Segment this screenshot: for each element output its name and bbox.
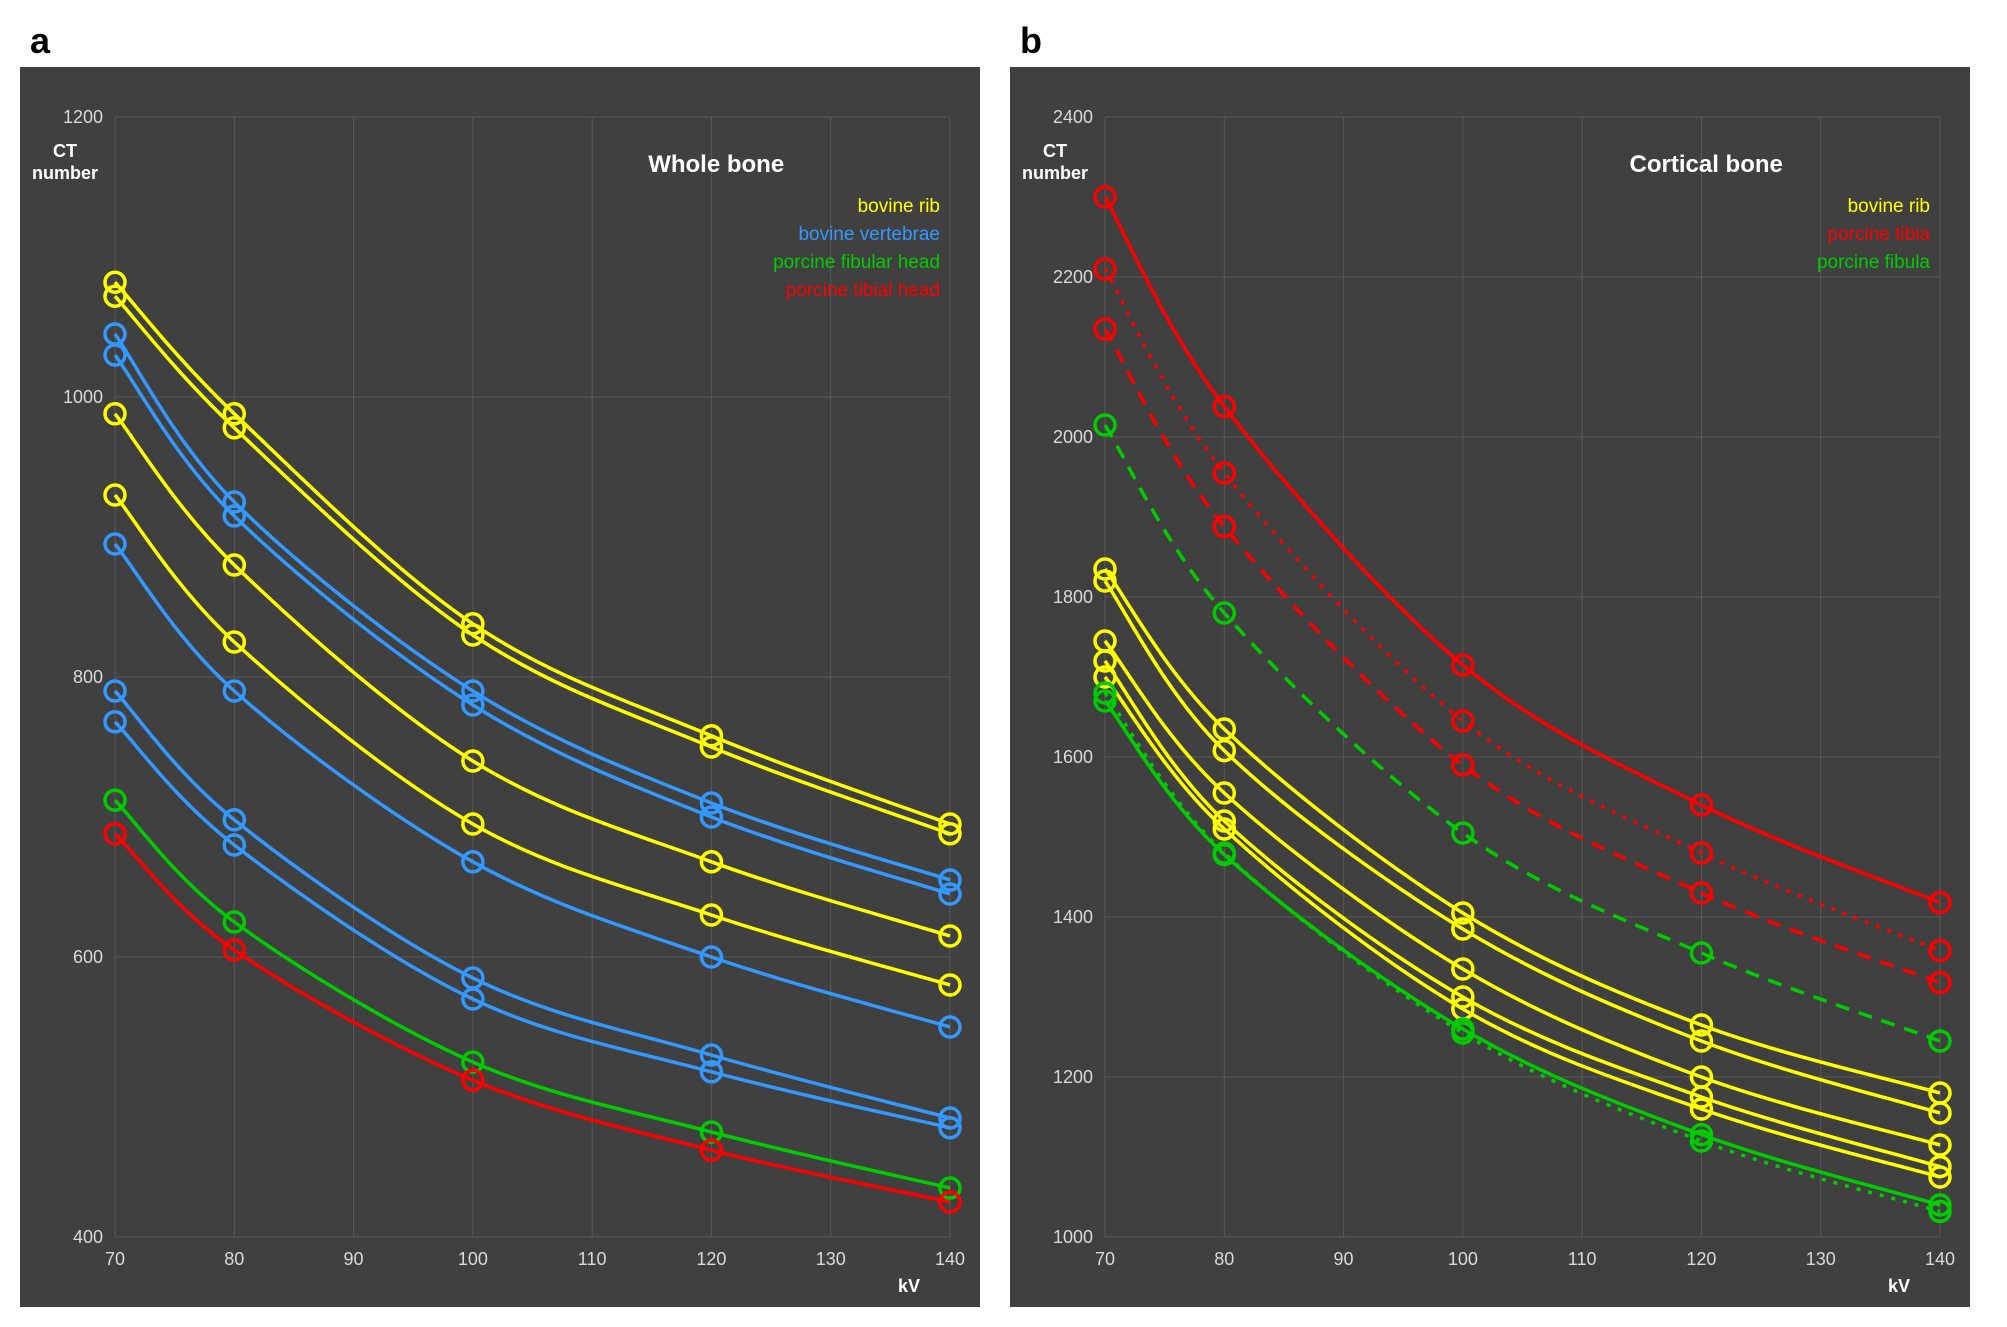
y-axis-label: CT: [53, 141, 77, 161]
x-tick: 90: [344, 1249, 364, 1269]
y-tick: 2400: [1053, 107, 1093, 127]
y-axis-label: CT: [1043, 141, 1067, 161]
x-tick: 90: [1334, 1249, 1354, 1269]
legend-item: porcine tibial head: [786, 280, 940, 301]
x-tick: 100: [1448, 1249, 1478, 1269]
y-tick: 1200: [1053, 1067, 1093, 1087]
y-tick: 1400: [1053, 907, 1093, 927]
x-tick: 80: [1214, 1249, 1234, 1269]
y-tick: 600: [73, 947, 103, 967]
legend-item: porcine tibia: [1828, 224, 1931, 245]
x-axis-label: kV: [1888, 1276, 1910, 1296]
panel-a-label: a: [20, 20, 980, 62]
y-tick: 800: [73, 667, 103, 687]
x-tick: 130: [816, 1249, 846, 1269]
chart-title: Whole bone: [648, 151, 784, 178]
legend-item: porcine fibular head: [773, 252, 940, 273]
y-tick: 1800: [1053, 587, 1093, 607]
x-tick: 70: [1095, 1249, 1115, 1269]
legend-item: bovine rib: [1848, 196, 1930, 217]
x-tick: 100: [458, 1249, 488, 1269]
chart-a: 70 80 90 100 110 120 130 140 400 600 800 1000 1200 Wh…: [20, 67, 980, 1307]
y-axis-label: number: [32, 163, 98, 183]
y-axis-label: number: [1022, 163, 1088, 183]
chart-title: Cortical bone: [1630, 151, 1783, 178]
x-tick: 140: [1925, 1249, 1955, 1269]
y-tick: 1000: [63, 387, 103, 407]
y-tick: 2000: [1053, 427, 1093, 447]
x-tick: 120: [1686, 1249, 1716, 1269]
panel-a: a 70 80 90 100 110 120 130 140 400 600 800 1000 1200…: [20, 20, 980, 1307]
x-tick: 110: [578, 1249, 607, 1269]
y-tick: 1200: [63, 107, 103, 127]
legend-item: bovine rib: [858, 196, 940, 217]
panel-b-label: b: [1010, 20, 1970, 62]
x-tick: 120: [696, 1249, 726, 1269]
chart-b: 70 80 90 100 110 120 130 140 1000 1200 1400 1600 180…: [1010, 67, 1970, 1307]
y-tick: 400: [73, 1227, 103, 1247]
legend-item: porcine fibula: [1817, 252, 1930, 273]
x-tick: 110: [1568, 1249, 1597, 1269]
x-tick: 130: [1806, 1249, 1836, 1269]
legend-item: bovine vertebrae: [798, 224, 940, 245]
y-tick: 2200: [1053, 267, 1093, 287]
x-tick: 140: [935, 1249, 965, 1269]
panel-b: b 70 80 90 100 110 120 130 140 1000 1200 1400 1600 1…: [1010, 20, 1970, 1307]
y-tick: 1600: [1053, 747, 1093, 767]
y-tick: 1000: [1053, 1227, 1093, 1247]
x-tick: 80: [224, 1249, 244, 1269]
x-axis-label: kV: [898, 1276, 920, 1296]
x-tick: 70: [105, 1249, 125, 1269]
